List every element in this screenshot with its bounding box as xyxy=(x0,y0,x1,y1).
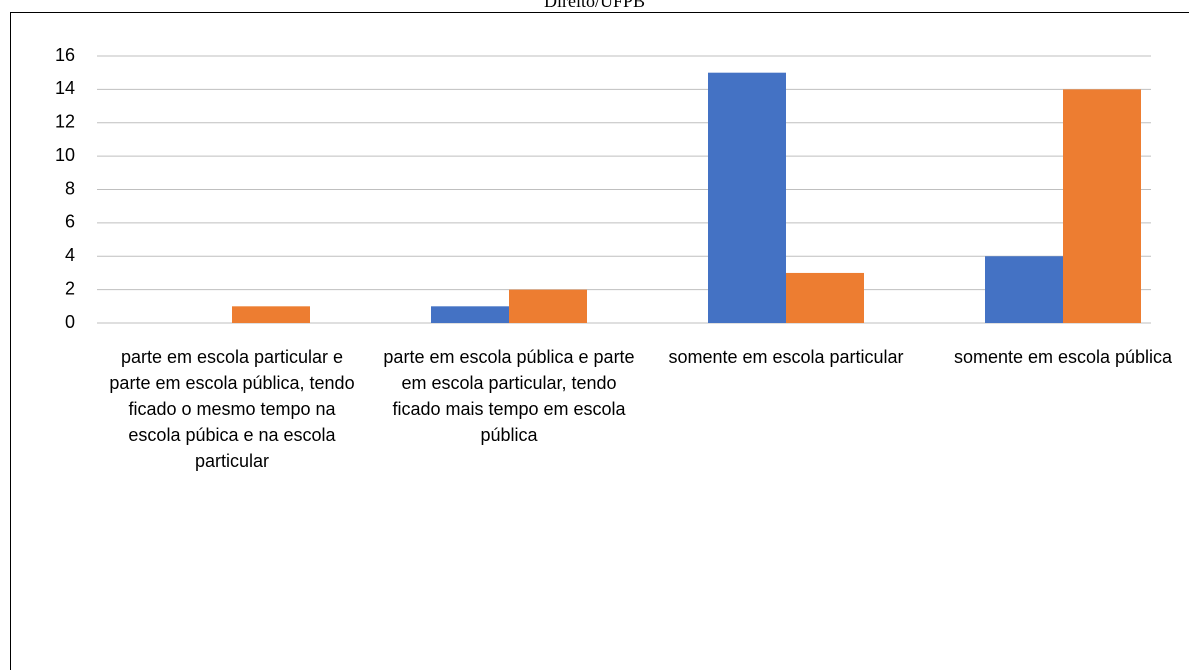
chart-title: Direito/UFPB xyxy=(543,0,645,11)
y-tick-label: 4 xyxy=(65,245,75,265)
bar xyxy=(786,272,864,323)
bar xyxy=(985,256,1063,323)
bar xyxy=(232,306,310,323)
x-tick-label: parte em escola pública e parte em escol… xyxy=(383,347,635,445)
chart-border xyxy=(10,12,1189,670)
x-tick-label: somente em escola pública xyxy=(953,347,1173,367)
bar xyxy=(1063,89,1141,323)
x-tick-label: parte em escola particular e parte em es… xyxy=(109,347,355,471)
bar xyxy=(509,289,587,323)
bar xyxy=(431,306,509,323)
x-tick-label: somente em escola particular xyxy=(668,347,904,367)
y-tick-label: 0 xyxy=(65,312,75,332)
y-tick-label: 6 xyxy=(65,212,75,232)
y-tick-label: 8 xyxy=(65,178,75,198)
y-tick-label: 12 xyxy=(55,112,75,132)
bar xyxy=(708,72,786,323)
y-tick-label: 14 xyxy=(55,78,75,98)
y-tick-label: 16 xyxy=(55,45,75,65)
y-tick-label: 2 xyxy=(65,278,75,298)
y-tick-label: 10 xyxy=(55,145,75,165)
